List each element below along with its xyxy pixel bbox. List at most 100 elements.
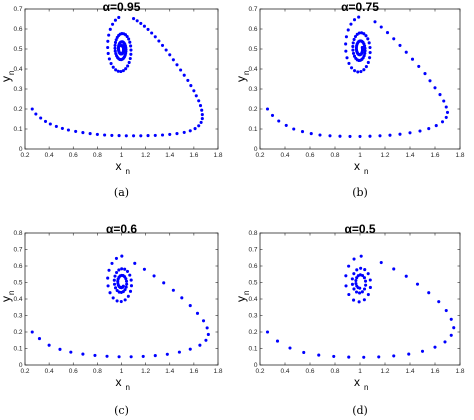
data-point xyxy=(362,54,366,58)
data-point xyxy=(368,285,372,289)
data-point xyxy=(357,300,361,304)
data-point xyxy=(106,51,110,56)
data-point xyxy=(347,355,351,359)
data-point xyxy=(113,40,118,45)
y-tick-label: 0.1 xyxy=(248,346,257,353)
data-point xyxy=(124,134,128,138)
data-point xyxy=(359,70,363,74)
data-point xyxy=(117,355,121,359)
data-point xyxy=(139,134,143,138)
data-point xyxy=(362,276,366,280)
y-tick-label: 0.6 xyxy=(248,263,257,270)
data-point xyxy=(204,338,208,342)
data-point xyxy=(198,104,203,108)
data-point xyxy=(353,35,358,39)
y-axis-label: y xyxy=(0,76,13,82)
data-point xyxy=(358,286,362,290)
data-point xyxy=(197,124,201,128)
data-point xyxy=(344,274,348,278)
data-point xyxy=(385,31,390,35)
data-point xyxy=(119,299,123,304)
data-point xyxy=(146,134,150,138)
data-point xyxy=(449,333,453,337)
data-point xyxy=(362,355,366,359)
data-point xyxy=(423,72,427,76)
y-tick-label: 0.2 xyxy=(248,106,257,113)
y-tick-label: 0.7 xyxy=(13,247,22,254)
data-point xyxy=(108,27,112,31)
data-point xyxy=(111,65,115,69)
plot-area xyxy=(24,232,219,366)
data-point xyxy=(115,35,119,39)
x-tick-label: 0.4 xyxy=(280,368,289,375)
x-tick-label: 1 xyxy=(358,368,362,375)
data-point xyxy=(398,43,402,47)
y-tick-label: 0.2 xyxy=(13,329,22,336)
y-tick-label: 0 xyxy=(254,146,258,153)
data-point xyxy=(39,116,43,120)
data-point xyxy=(113,274,117,278)
x-tick-label: 0.4 xyxy=(45,368,54,375)
data-point xyxy=(378,134,382,138)
data-point xyxy=(363,279,368,283)
data-point xyxy=(108,291,112,295)
x-tick-label: 0.4 xyxy=(280,152,289,159)
data-point xyxy=(362,298,366,302)
data-point xyxy=(358,134,362,138)
x-axis-label: x xyxy=(116,159,122,173)
data-point xyxy=(171,288,175,292)
data-point xyxy=(66,128,70,132)
x-tick-label: 1.2 xyxy=(380,152,389,159)
data-point xyxy=(354,278,358,283)
data-point xyxy=(355,268,359,272)
data-point xyxy=(188,347,192,351)
data-point xyxy=(270,113,275,117)
y-tick-label: 0.3 xyxy=(13,86,22,93)
x-tick-label: 1.6 xyxy=(189,152,198,159)
data-point xyxy=(277,119,281,123)
data-point xyxy=(302,350,306,355)
data-point xyxy=(344,49,348,53)
data-point xyxy=(54,124,58,128)
data-point xyxy=(193,127,197,131)
data-point xyxy=(124,67,128,71)
x-axis-label: x xyxy=(116,375,122,389)
data-point xyxy=(367,41,371,45)
data-point xyxy=(111,22,115,26)
data-point xyxy=(438,93,442,97)
data-point xyxy=(359,254,363,258)
data-point xyxy=(103,133,107,137)
data-point xyxy=(360,290,364,294)
x-tick-label: 0.2 xyxy=(255,152,264,159)
data-point xyxy=(165,352,169,356)
data-point xyxy=(347,61,351,65)
data-point xyxy=(114,68,118,72)
chart-title: α=0.6 xyxy=(106,222,137,236)
data-point xyxy=(189,84,193,88)
data-point xyxy=(410,57,415,61)
data-point xyxy=(328,134,332,138)
data-point xyxy=(146,27,150,31)
data-point xyxy=(127,37,131,41)
data-point xyxy=(120,254,124,258)
data-point xyxy=(444,115,448,119)
y-tick-label: 0.5 xyxy=(13,46,22,53)
data-point xyxy=(356,70,360,74)
x-axis-label-subscript: n xyxy=(126,383,130,392)
data-point xyxy=(111,296,115,300)
data-point xyxy=(128,273,132,277)
panel-d: 0.2 0.4 0.6 0.8 1 1.2 1.4 1.6 1.8 0 0.1 0.2 0.3 0.4 0.… xyxy=(234,222,465,417)
y-tick-label: 0.8 xyxy=(13,230,22,237)
data-point xyxy=(175,132,179,136)
data-point xyxy=(349,22,353,26)
data-point xyxy=(121,284,125,288)
data-point xyxy=(352,18,357,22)
panel-b: 0.2 0.4 0.6 0.8 1 1.2 1.4 1.6 1.8 0 0.1 0.2 0.3 0.4 0.… xyxy=(234,0,465,199)
data-point xyxy=(195,311,200,315)
data-point xyxy=(162,281,166,285)
y-axis-label: y xyxy=(234,76,248,82)
y-tick-label: 0.3 xyxy=(13,313,22,320)
data-point xyxy=(363,49,367,53)
panel-a: 0.2 0.4 0.6 0.8 1 1.2 1.4 1.6 1.8 0 0.1 0.2 0.3 0.4 0.… xyxy=(0,0,223,199)
